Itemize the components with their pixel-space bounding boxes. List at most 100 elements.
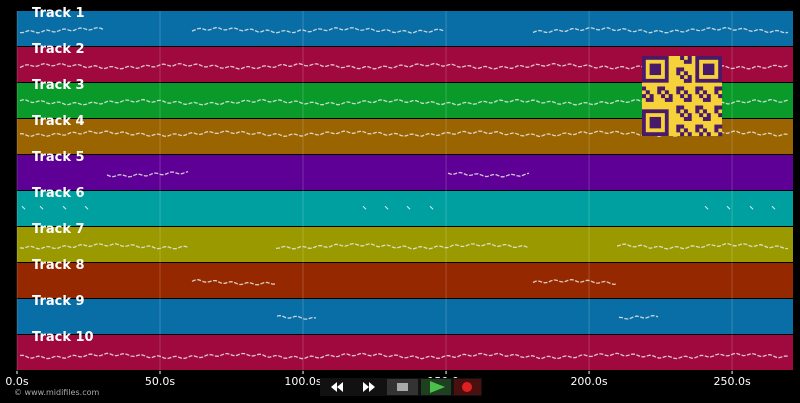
note: [771, 205, 776, 210]
qr-module: [695, 109, 700, 114]
qr-module: [699, 94, 704, 99]
qr-module: [699, 124, 704, 129]
qr-module: [664, 97, 669, 102]
qr-module: [718, 86, 723, 91]
play-button[interactable]: [421, 379, 451, 395]
qr-module: [661, 86, 666, 91]
note-run: [20, 26, 105, 34]
track-label: Track 4: [32, 114, 85, 129]
note: [84, 205, 89, 210]
qr-module: [683, 128, 688, 133]
qr-module: [676, 90, 681, 95]
qr-module: [668, 97, 673, 102]
qr-module: [702, 116, 707, 121]
qr-module: [687, 75, 692, 80]
qr-module: [706, 132, 711, 137]
note-run: [106, 170, 189, 178]
note-run: [532, 26, 789, 34]
qr-module: [695, 105, 700, 110]
qr-module: [687, 132, 692, 137]
qr-module: [718, 132, 723, 137]
qr-module: [683, 90, 688, 95]
qr-finder: [702, 63, 715, 76]
qr-module: [645, 97, 650, 102]
note-run: [532, 278, 618, 286]
qr-module: [680, 132, 685, 137]
note: [362, 205, 367, 210]
tick-label: 100.0s: [284, 375, 321, 388]
track-label: Track 5: [32, 150, 85, 165]
qr-module: [706, 97, 711, 102]
track-label: Track 8: [32, 258, 85, 273]
track-band: [17, 335, 793, 370]
qr-module: [687, 113, 692, 118]
qr-module: [680, 124, 685, 129]
track-label: Track 10: [32, 330, 94, 345]
qr-module: [657, 86, 662, 91]
track-label: Track 1: [32, 6, 85, 21]
note: [39, 205, 44, 210]
qr-module: [718, 105, 723, 110]
qr-module: [706, 116, 711, 121]
qr-module: [687, 56, 692, 61]
qr-module: [699, 105, 704, 110]
qr-module: [687, 78, 692, 83]
qr-module: [649, 94, 654, 99]
qr-module: [657, 90, 662, 95]
tick-label: 0.0s: [5, 375, 28, 388]
qr-module: [695, 124, 700, 129]
track-band: [17, 263, 793, 298]
qr-module: [683, 97, 688, 102]
note-run: [19, 130, 789, 138]
qr-module: [714, 105, 719, 110]
qr-module: [695, 86, 700, 91]
qr-module: [680, 105, 685, 110]
qr-module: [642, 86, 647, 91]
qr-module: [687, 59, 692, 64]
note-run: [618, 315, 659, 320]
qr-module: [706, 113, 711, 118]
track-labels: Track 1 Track 2 Track 3 Track 4 Track 5 Track…: [32, 6, 94, 345]
grid: [16, 11, 733, 371]
rewind-button[interactable]: [322, 379, 352, 395]
fast-forward-button[interactable]: [356, 379, 384, 395]
qr-module: [714, 109, 719, 114]
qr-module: [676, 105, 681, 110]
note: [429, 205, 434, 210]
note: [384, 205, 389, 210]
qr-module: [664, 90, 669, 95]
qr-module: [676, 67, 681, 72]
controls: [320, 378, 482, 396]
qr-module: [676, 124, 681, 129]
qr-module: [645, 90, 650, 95]
qr-module: [706, 94, 711, 99]
note: [21, 205, 26, 210]
qr-finder: [649, 116, 662, 129]
qr-module: [683, 59, 688, 64]
track-label: Track 7: [32, 222, 85, 237]
note: [704, 205, 709, 210]
qr-module: [649, 97, 654, 102]
qr-module: [676, 109, 681, 114]
stop-button[interactable]: [387, 379, 418, 395]
qr-module: [714, 86, 719, 91]
qr-module: [687, 94, 692, 99]
note: [726, 205, 731, 210]
tick-label: 50.0s: [145, 375, 175, 388]
record-button[interactable]: [454, 379, 481, 395]
note-run: [616, 243, 789, 250]
qr-module: [718, 94, 723, 99]
note-run: [19, 352, 789, 360]
track-label: Track 6: [32, 186, 85, 201]
qr-module: [661, 94, 666, 99]
qr-module: [702, 128, 707, 133]
track-label: Track 2: [32, 42, 85, 57]
qr-module: [676, 86, 681, 91]
qr-module: [680, 94, 685, 99]
qr-module: [702, 109, 707, 114]
track-band: [17, 227, 793, 262]
qr-module: [680, 67, 685, 72]
qr-module: [695, 90, 700, 95]
qr-module: [683, 78, 688, 83]
